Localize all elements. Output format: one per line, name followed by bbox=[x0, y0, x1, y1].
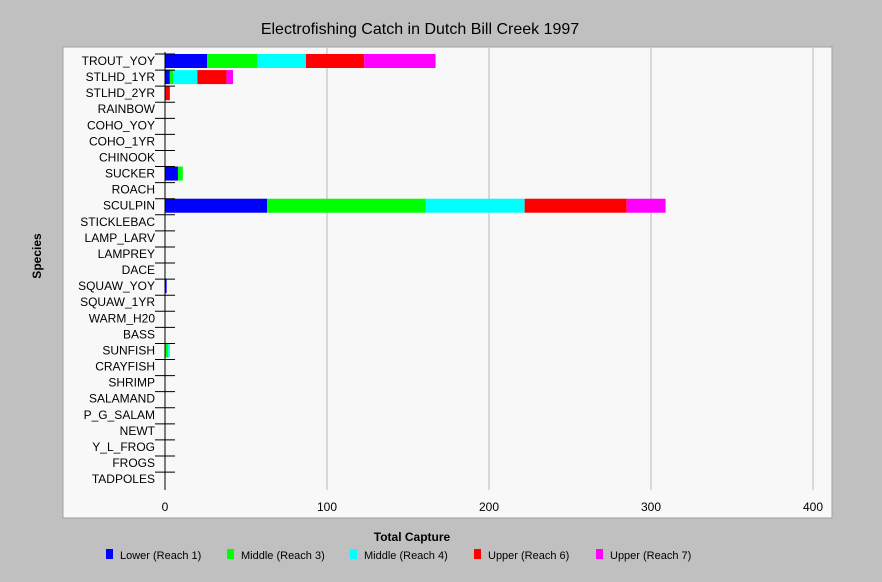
bar-segment bbox=[165, 343, 169, 358]
y-tick-label: COHO_YOY bbox=[87, 118, 155, 132]
bar-segment bbox=[305, 54, 365, 68]
y-tick-label: SHRIMP bbox=[108, 376, 155, 390]
y-tick-label: SQUAW_1YR bbox=[80, 295, 155, 309]
legend: Lower (Reach 1) Middle (Reach 3) Middle (R… bbox=[106, 549, 691, 562]
legend-entry: Lower (Reach 1) bbox=[120, 550, 201, 562]
bar-segment bbox=[165, 166, 178, 181]
legend-entry: Upper (Reach 7) bbox=[610, 550, 691, 562]
bar-segment bbox=[169, 70, 174, 85]
bar-segment bbox=[207, 54, 258, 68]
y-tick-label: SCULPIN bbox=[103, 199, 155, 213]
y-axis bbox=[155, 52, 175, 490]
plot-area bbox=[62, 46, 833, 519]
bar-segment bbox=[165, 54, 208, 68]
bar-segment bbox=[165, 279, 167, 294]
x-tick-label: 0 bbox=[162, 500, 169, 514]
y-tick-label: LAMPREY bbox=[98, 247, 155, 261]
y-tick-label: DACE bbox=[122, 263, 155, 277]
grid-lines bbox=[326, 48, 814, 490]
y-tick-label: ROACH bbox=[112, 183, 155, 197]
bar-segment bbox=[257, 54, 306, 68]
bar-segment bbox=[197, 70, 227, 85]
x-tick-label: 300 bbox=[641, 500, 661, 514]
y-tick-label: CRAYFISH bbox=[95, 360, 155, 374]
y-tick-label: TROUT_YOY bbox=[82, 54, 155, 68]
legend-swatch bbox=[106, 549, 113, 559]
y-tick-label: SUCKER bbox=[105, 167, 155, 181]
bars bbox=[165, 54, 666, 358]
legend-swatch bbox=[350, 549, 357, 559]
bar-segment bbox=[626, 198, 666, 213]
y-tick-label: P_G_SALAM bbox=[84, 408, 155, 422]
bar-segment bbox=[177, 166, 183, 181]
bar-segment bbox=[524, 198, 627, 213]
bar-segment bbox=[165, 198, 268, 213]
y-tick-label: SQUAW_YOY bbox=[78, 279, 155, 293]
legend-swatch bbox=[596, 549, 603, 559]
x-tick-label: 200 bbox=[479, 500, 499, 514]
y-tick-label: RAINBOW bbox=[98, 102, 156, 116]
y-tick-label: Y_L_FROG bbox=[92, 440, 155, 454]
x-tick-labels: 0 100 200 300 400 bbox=[162, 500, 824, 514]
bar-segment bbox=[364, 54, 436, 68]
y-tick-label: STICKLEBAC bbox=[80, 215, 155, 229]
bar-segment bbox=[425, 198, 525, 213]
x-tick-label: 400 bbox=[803, 500, 823, 514]
bar-segment bbox=[165, 86, 170, 101]
chart-title: Electrofishing Catch in Dutch Bill Creek… bbox=[261, 21, 579, 38]
y-tick-label: LAMP_LARV bbox=[85, 231, 155, 245]
y-tick-label: CHINOOK bbox=[99, 150, 155, 164]
x-tick-label: 100 bbox=[317, 500, 337, 514]
bar-segment bbox=[267, 198, 426, 213]
x-axis-label: Total Capture bbox=[374, 530, 451, 544]
bar-segment bbox=[168, 343, 170, 358]
legend-entry: Middle (Reach 4) bbox=[364, 550, 448, 562]
legend-entry: Upper (Reach 6) bbox=[488, 550, 569, 562]
legend-entry: Middle (Reach 3) bbox=[241, 550, 325, 562]
y-tick-label: FROGS bbox=[112, 456, 155, 470]
y-axis-label: Species bbox=[30, 233, 44, 279]
y-tick-label: WARM_H20 bbox=[89, 311, 156, 325]
y-tick-label: STLHD_2YR bbox=[86, 86, 156, 100]
bar-segment bbox=[226, 70, 234, 85]
y-tick-label: SALAMAND bbox=[89, 392, 155, 406]
y-tick-labels: TROUT_YOY STLHD_1YR STLHD_2YR RAINBOW COHO_Y… bbox=[78, 54, 156, 486]
y-tick-label: STLHD_1YR bbox=[86, 70, 156, 84]
y-tick-label: NEWT bbox=[120, 424, 156, 438]
bar-segment bbox=[173, 70, 198, 85]
legend-swatch bbox=[474, 549, 481, 559]
y-tick-label: COHO_1YR bbox=[89, 134, 155, 148]
y-tick-label: TADPOLES bbox=[92, 472, 155, 486]
bar-segment bbox=[165, 70, 170, 85]
y-tick-label: SUNFISH bbox=[102, 343, 155, 357]
legend-swatch bbox=[227, 549, 234, 559]
y-tick-label: BASS bbox=[123, 327, 155, 341]
